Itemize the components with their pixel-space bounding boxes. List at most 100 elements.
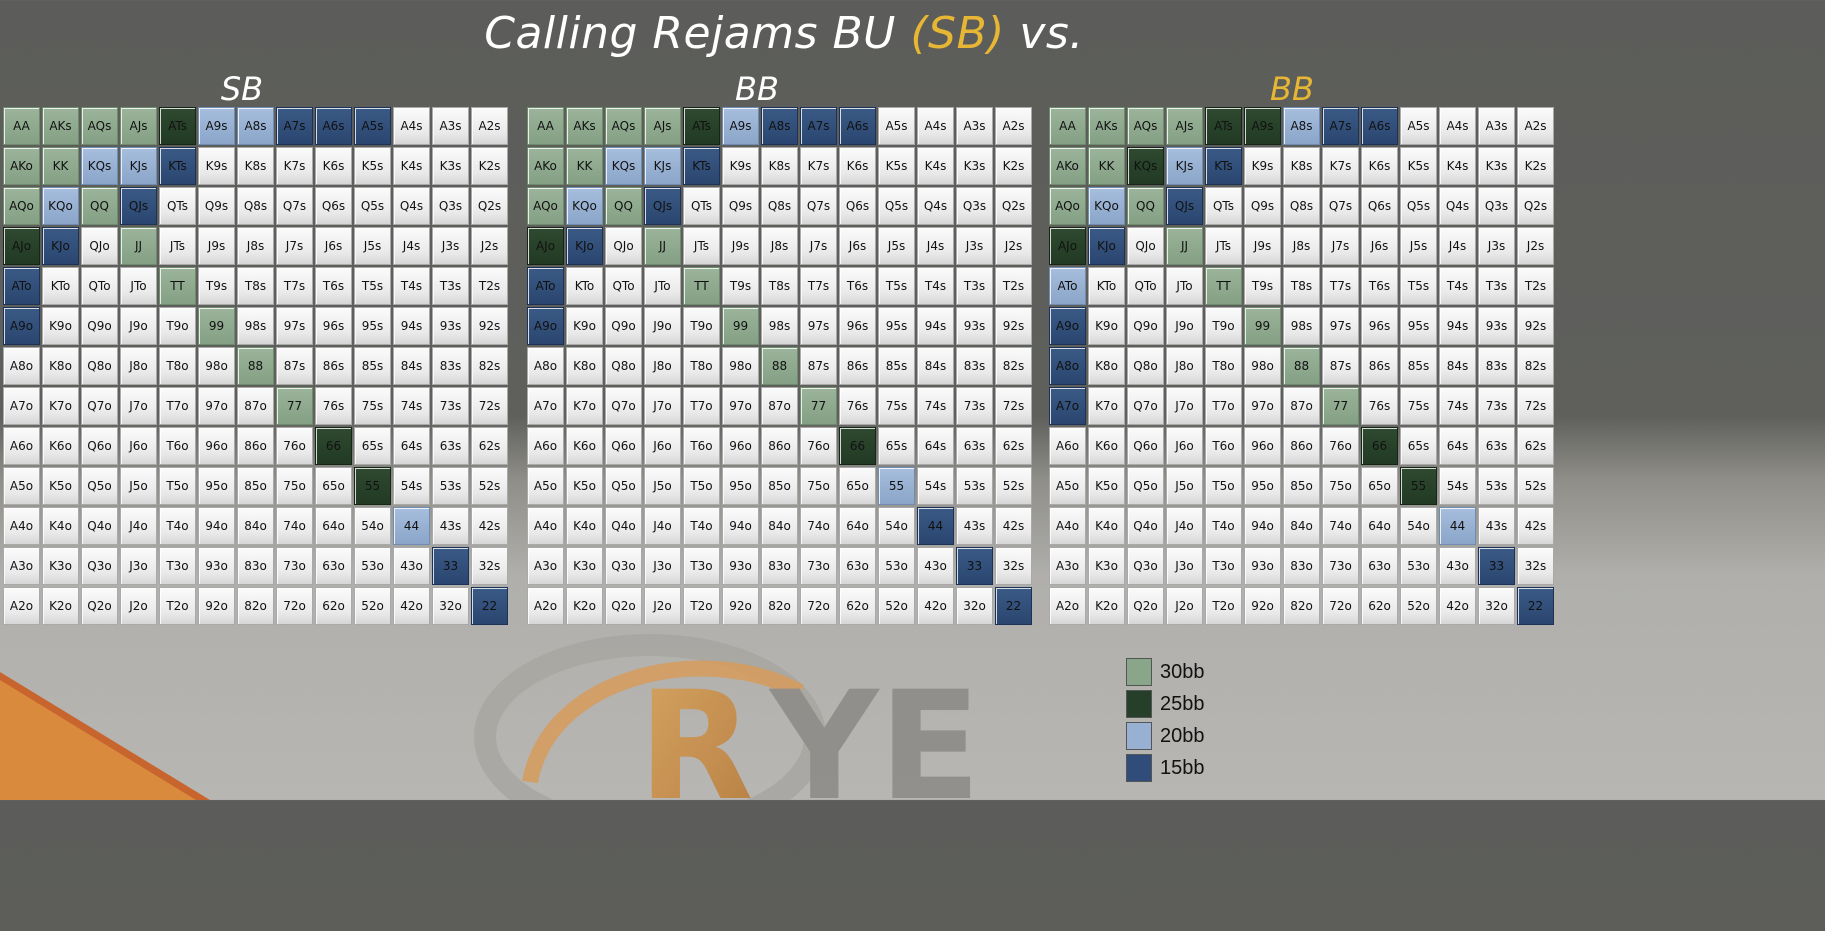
hand-cell-A6o: A6o <box>3 427 40 465</box>
hand-cell-42s: 42s <box>995 507 1032 545</box>
hand-cell-A7s: A7s <box>800 107 837 145</box>
hand-cell-K9s: K9s <box>1244 147 1281 185</box>
hand-cell-KK: KK <box>42 147 79 185</box>
hand-cell-QJs: QJs <box>1166 187 1203 225</box>
hand-cell-Q5o: Q5o <box>605 467 642 505</box>
hand-cell-A7o: A7o <box>3 387 40 425</box>
hand-cell-A9s: A9s <box>198 107 235 145</box>
legend-label-25bb: 25bb <box>1160 692 1205 715</box>
hand-cell-J7o: J7o <box>644 387 681 425</box>
hand-cell-92o: 92o <box>1244 587 1281 625</box>
hand-cell-A9s: A9s <box>722 107 759 145</box>
hand-cell-Q4s: Q4s <box>393 187 430 225</box>
hand-cell-T8s: T8s <box>237 267 274 305</box>
hand-cell-A4s: A4s <box>917 107 954 145</box>
hand-cell-T8o: T8o <box>683 347 720 385</box>
hand-cell-ATs: ATs <box>159 107 196 145</box>
hand-cell-53s: 53s <box>956 467 993 505</box>
hand-cell-T4o: T4o <box>1205 507 1242 545</box>
hand-cell-A8o: A8o <box>1049 347 1086 385</box>
hand-cell-K5o: K5o <box>566 467 603 505</box>
hand-cell-92o: 92o <box>722 587 759 625</box>
hand-cell-K2o: K2o <box>1088 587 1125 625</box>
legend-label-30bb: 30bb <box>1160 660 1205 683</box>
hand-cell-76s: 76s <box>315 387 352 425</box>
hand-cell-KJo: KJo <box>1088 227 1125 265</box>
hand-cell-42o: 42o <box>393 587 430 625</box>
hand-cell-K3s: K3s <box>956 147 993 185</box>
hand-cell-Q6o: Q6o <box>605 427 642 465</box>
hand-cell-53o: 53o <box>1400 547 1437 585</box>
hand-cell-QTs: QTs <box>159 187 196 225</box>
hand-cell-K4o: K4o <box>42 507 79 545</box>
hand-cell-85s: 85s <box>1400 347 1437 385</box>
hand-cell-87o: 87o <box>237 387 274 425</box>
hand-cell-K2o: K2o <box>42 587 79 625</box>
hand-cell-62s: 62s <box>995 427 1032 465</box>
hand-cell-98s: 98s <box>237 307 274 345</box>
hand-cell-J3o: J3o <box>120 547 157 585</box>
hand-cell-T5o: T5o <box>159 467 196 505</box>
hand-cell-82s: 82s <box>471 347 508 385</box>
hand-cell-K6s: K6s <box>839 147 876 185</box>
hand-cell-J7s: J7s <box>1322 227 1359 265</box>
hand-cell-97o: 97o <box>722 387 759 425</box>
hand-cell-A2o: A2o <box>3 587 40 625</box>
hand-cell-Q9s: Q9s <box>722 187 759 225</box>
hand-cell-K2s: K2s <box>1517 147 1554 185</box>
hand-cell-75o: 75o <box>276 467 313 505</box>
hand-cell-T5o: T5o <box>1205 467 1242 505</box>
hand-cell-J8s: J8s <box>237 227 274 265</box>
hand-cell-J7s: J7s <box>800 227 837 265</box>
hand-cell-J4s: J4s <box>917 227 954 265</box>
hand-cell-J9o: J9o <box>120 307 157 345</box>
hand-cell-94s: 94s <box>393 307 430 345</box>
hand-cell-T9o: T9o <box>159 307 196 345</box>
hand-cell-76o: 76o <box>276 427 313 465</box>
hand-cell-33: 33 <box>1478 547 1515 585</box>
hand-cell-82s: 82s <box>995 347 1032 385</box>
hand-cell-TT: TT <box>159 267 196 305</box>
hand-cell-J8s: J8s <box>1283 227 1320 265</box>
rye-logo: R YE <box>474 634 981 800</box>
hand-cell-K9o: K9o <box>1088 307 1125 345</box>
hand-cell-A7s: A7s <box>276 107 313 145</box>
hand-cell-J4s: J4s <box>393 227 430 265</box>
hand-cell-76s: 76s <box>1361 387 1398 425</box>
hand-cell-A6o: A6o <box>1049 427 1086 465</box>
hand-cell-K6s: K6s <box>1361 147 1398 185</box>
hand-cell-62o: 62o <box>839 587 876 625</box>
hand-cell-42s: 42s <box>1517 507 1554 545</box>
hand-cell-Q3o: Q3o <box>1127 547 1164 585</box>
hand-cell-93o: 93o <box>198 547 235 585</box>
hand-cell-A8s: A8s <box>237 107 274 145</box>
legend-item-15bb: 15bb <box>1126 752 1205 784</box>
hand-cell-Q9s: Q9s <box>1244 187 1281 225</box>
hand-cell-92s: 92s <box>471 307 508 345</box>
hand-cell-83s: 83s <box>432 347 469 385</box>
hand-cell-73o: 73o <box>276 547 313 585</box>
hand-cell-Q4o: Q4o <box>605 507 642 545</box>
hand-cell-JTo: JTo <box>1166 267 1203 305</box>
hand-cell-JTo: JTo <box>120 267 157 305</box>
hand-cell-JTs: JTs <box>159 227 196 265</box>
hand-cell-AKo: AKo <box>1049 147 1086 185</box>
hand-cell-Q8s: Q8s <box>761 187 798 225</box>
hand-cell-A9s: A9s <box>1244 107 1281 145</box>
hand-cell-T3o: T3o <box>1205 547 1242 585</box>
hand-cell-K2s: K2s <box>471 147 508 185</box>
hand-cell-A5o: A5o <box>527 467 564 505</box>
hand-cell-96s: 96s <box>839 307 876 345</box>
hand-cell-33: 33 <box>432 547 469 585</box>
legend: 30bb 25bb 20bb 15bb <box>1126 656 1205 784</box>
hand-cell-T7s: T7s <box>276 267 313 305</box>
hand-cell-T4s: T4s <box>393 267 430 305</box>
hand-cell-52o: 52o <box>354 587 391 625</box>
svg-text:R: R <box>638 660 754 800</box>
hand-cell-JJ: JJ <box>644 227 681 265</box>
legend-swatch-20bb <box>1126 722 1152 750</box>
hand-cell-98o: 98o <box>198 347 235 385</box>
hand-cell-85o: 85o <box>761 467 798 505</box>
hand-cell-55: 55 <box>354 467 391 505</box>
hand-cell-96s: 96s <box>315 307 352 345</box>
